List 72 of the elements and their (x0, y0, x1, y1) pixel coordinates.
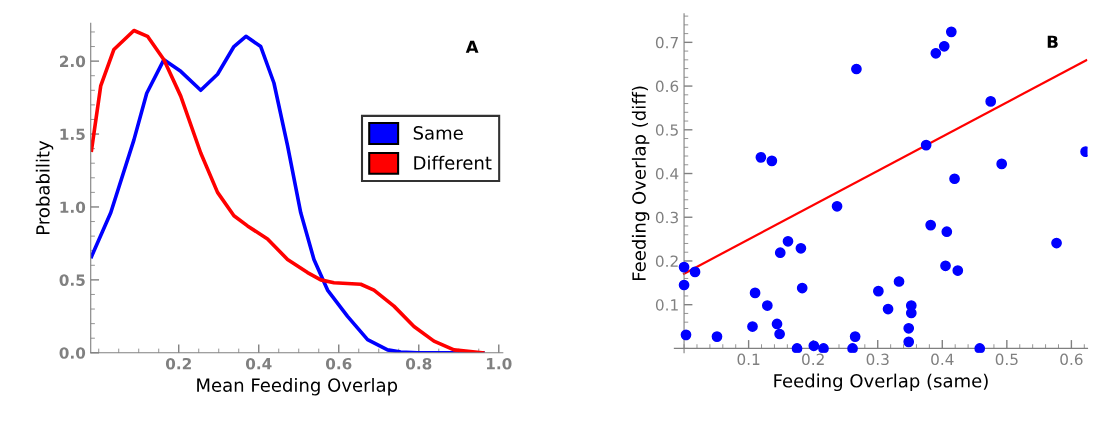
point (996, 158, 1008, 170)
point (1051, 237, 1062, 249)
y-tick-label: 0.1 (655, 299, 678, 311)
point (818, 343, 829, 353)
x-tick-label: 1.0 (486, 357, 512, 370)
y-tick-label: 1.0 (60, 201, 86, 213)
point (678, 261, 690, 273)
point (920, 139, 932, 151)
point (795, 242, 807, 254)
y-tick-label: 0.2 (655, 255, 678, 267)
x-axis-title: Feeding Overlap (same) (774, 373, 988, 392)
y-tick-label: 0.3 (655, 211, 678, 224)
point (755, 151, 767, 163)
point (882, 303, 894, 315)
point (849, 331, 861, 342)
point (680, 329, 692, 341)
point (949, 173, 960, 185)
point (974, 343, 986, 353)
point (952, 265, 964, 276)
point (678, 279, 690, 291)
point (771, 318, 783, 330)
y-tick-label: 0.0 (59, 347, 86, 359)
x-tick-label: 0.1 (737, 353, 760, 366)
point (831, 200, 843, 212)
y-axis-title: Feeding Overlap (diff) (631, 86, 650, 280)
point (941, 226, 953, 238)
legend-label: Different (414, 155, 492, 170)
point (903, 336, 915, 348)
point (747, 321, 758, 332)
x-tick-label: 0.8 (405, 357, 432, 370)
x-tick-label: 0.4 (931, 353, 954, 366)
point (851, 63, 862, 75)
legend-label: Same (413, 126, 463, 140)
x-tick-label: 0.6 (1060, 353, 1083, 366)
point (761, 300, 773, 311)
point (791, 343, 803, 353)
point (711, 331, 723, 342)
point (796, 282, 808, 294)
y-tick-label: 0.6 (655, 80, 679, 93)
point (873, 285, 884, 297)
y-tick-label: 2.0 (60, 55, 86, 68)
point (945, 26, 957, 38)
point (774, 328, 785, 340)
x-tick-label: 0.5 (995, 353, 1018, 366)
y-axis-title: Probability (35, 140, 54, 234)
point (925, 219, 937, 231)
annotation: B (1047, 35, 1058, 48)
annotation: A (465, 40, 479, 53)
y-tick-label: 0.5 (59, 274, 85, 286)
point (782, 235, 794, 247)
x-tick-label: 0.2 (165, 357, 191, 370)
y-tick-label: 0.7 (655, 36, 678, 49)
x-tick-label: 0.2 (802, 353, 824, 366)
point (808, 340, 820, 352)
point (689, 266, 701, 278)
point (749, 287, 761, 299)
y-tick-label: 0.5 (655, 124, 678, 136)
point (930, 47, 942, 59)
y-tick-label: 1.5 (60, 128, 85, 141)
x-tick-label: 0.3 (866, 353, 889, 366)
x-tick-label: 0.4 (245, 357, 272, 370)
point (940, 260, 951, 272)
point (893, 276, 905, 287)
x-tick-label: 0.6 (325, 357, 352, 370)
point (985, 96, 997, 107)
point (938, 40, 950, 52)
point (903, 322, 915, 334)
x-axis-title: Mean Feeding Overlap (197, 377, 398, 396)
y-tick-label: 0.4 (655, 167, 679, 180)
point (774, 247, 786, 259)
point (847, 343, 858, 353)
point (766, 155, 778, 167)
